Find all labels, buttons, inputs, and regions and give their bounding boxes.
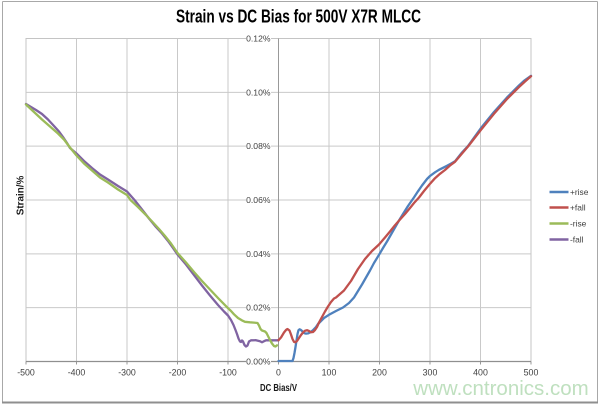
- svg-text:0.00%: 0.00%: [246, 357, 271, 367]
- svg-text:-500: -500: [17, 368, 35, 378]
- svg-text:-200: -200: [169, 368, 187, 378]
- svg-text:-rise: -rise: [570, 219, 587, 229]
- svg-text:0.04%: 0.04%: [246, 249, 271, 259]
- svg-text:-100: -100: [219, 368, 237, 378]
- svg-text:0.02%: 0.02%: [246, 303, 271, 313]
- svg-text:0: 0: [276, 368, 281, 378]
- svg-text:0.10%: 0.10%: [246, 87, 271, 97]
- svg-text:0.06%: 0.06%: [246, 195, 271, 205]
- svg-text:200: 200: [372, 368, 387, 378]
- svg-text:Strain/%: Strain/%: [16, 176, 27, 216]
- svg-text:0.12%: 0.12%: [246, 34, 271, 44]
- svg-text:-400: -400: [68, 368, 86, 378]
- svg-text:+fall: +fall: [570, 203, 586, 213]
- svg-text:0.08%: 0.08%: [246, 141, 271, 151]
- svg-text:300: 300: [423, 368, 438, 378]
- svg-text:+rise: +rise: [570, 187, 589, 197]
- svg-text:-fall: -fall: [570, 235, 584, 245]
- svg-text:400: 400: [473, 368, 488, 378]
- svg-text:www.cntronics.com: www.cntronics.com: [412, 377, 588, 400]
- svg-text:500: 500: [524, 368, 539, 378]
- svg-text:DC Bias/V: DC Bias/V: [260, 383, 297, 394]
- svg-text:100: 100: [322, 368, 337, 378]
- svg-text:-300: -300: [118, 368, 136, 378]
- svg-text:Strain vs DC Bias for 500V X7R: Strain vs DC Bias for 500V X7R MLCC: [176, 7, 421, 27]
